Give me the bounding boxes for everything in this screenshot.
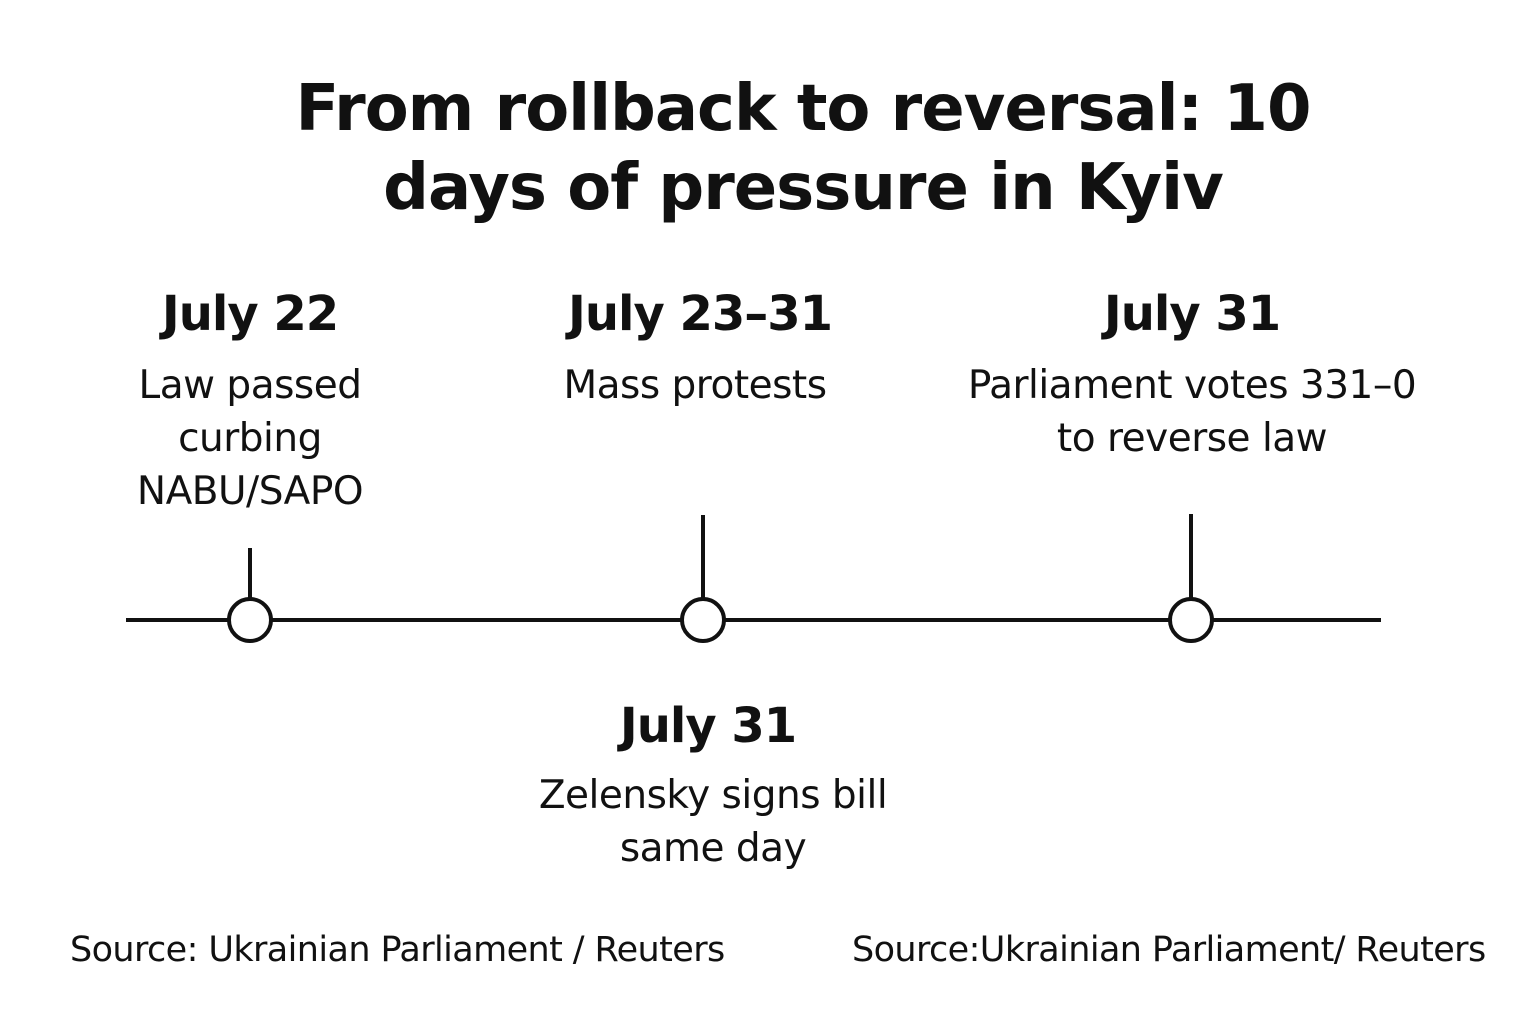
event-description: Law passed curbing NABU/SAPO [136,363,364,514]
event-marker-2 [680,597,726,643]
event-date: July 22 [161,286,339,342]
event-description: Zelensky signs bill same day [538,773,888,871]
event-date: July 23–31 [567,286,833,342]
event-date: July 31 [1103,286,1281,342]
source-note: Source:Ukrainian Parliament/ Reuters [852,930,1486,970]
event-marker-3 [1168,597,1214,643]
event-description: Mass protests [563,363,827,408]
event-date: July 31 [619,698,797,754]
chart-title: From rollback to reversal: 10 days of pr… [295,72,1312,225]
event-marker-1 [227,597,273,643]
event-description: Parliament votes 331–0 to reverse law [967,363,1417,461]
source-note: Source: Ukrainian Parliament / Reuters [70,930,725,970]
